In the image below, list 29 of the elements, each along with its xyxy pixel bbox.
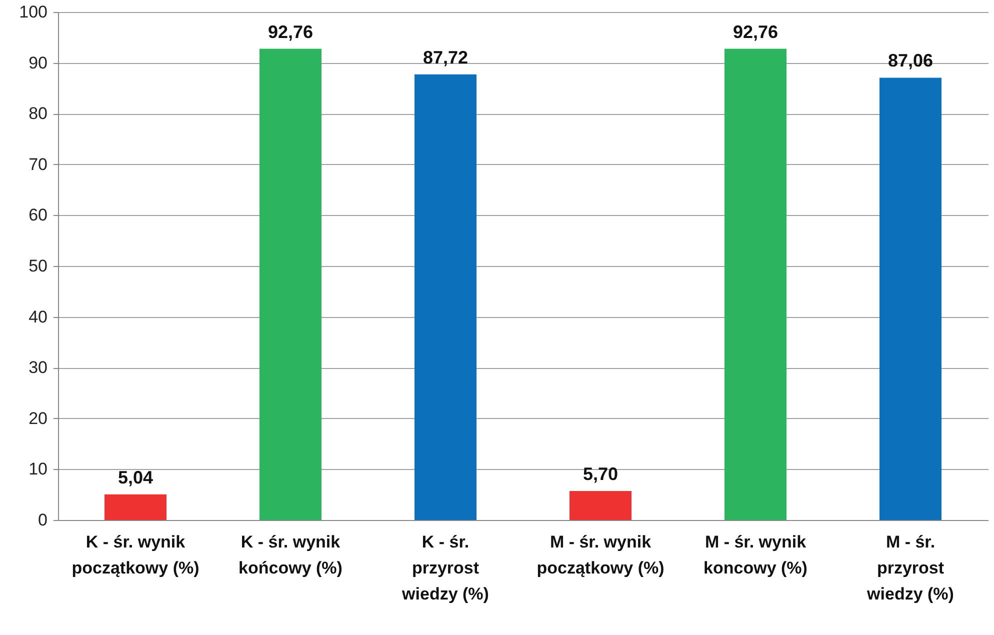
y-tick-label: 90: [28, 53, 48, 72]
data-label: 87,06: [888, 50, 934, 71]
x-tick-label: K - śr. wynik końcowy (%): [238, 532, 342, 578]
bar: [724, 48, 786, 520]
x-tick-label: M - śr. przyrost wiedzy (%): [866, 532, 954, 604]
y-tick-label: 70: [28, 154, 48, 174]
y-tick-label: 20: [28, 408, 48, 428]
data-label: 92,76: [732, 22, 778, 42]
y-tick-label: 50: [28, 256, 48, 276]
bar: [260, 48, 322, 520]
y-tick-label: 100: [19, 2, 48, 22]
data-label: 5,70: [582, 464, 618, 484]
y-tick-label: 30: [28, 358, 48, 378]
x-tick-label: M - śr. wynik koncowy (%): [704, 532, 808, 578]
bar: [104, 494, 166, 520]
data-label: 87,72: [422, 47, 468, 68]
data-label: 5,04: [118, 467, 154, 488]
y-tick-label: 10: [28, 460, 48, 479]
y-tick-label: 60: [28, 206, 48, 225]
x-tick-label: K - śr. wynik początkowy (%): [72, 532, 200, 578]
x-tick-label: K - śr. przyrost wiedzy (%): [401, 532, 489, 604]
data-label: 92,76: [268, 22, 314, 42]
y-tick-label: 80: [28, 104, 48, 124]
bar: [880, 78, 942, 520]
x-tick-label: M - śr. wynik początkowy (%): [536, 532, 664, 578]
y-tick-label: 0: [38, 510, 48, 530]
y-tick-label: 40: [28, 307, 48, 326]
bar: [570, 491, 632, 520]
bar: [414, 74, 476, 520]
